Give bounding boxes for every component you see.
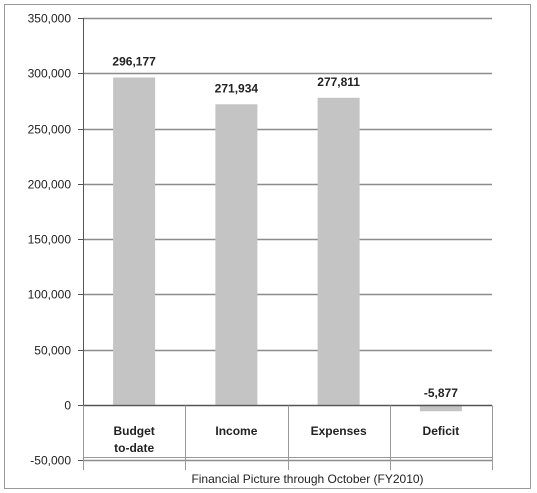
bar bbox=[215, 104, 258, 405]
data-label: -5,877 bbox=[424, 386, 458, 400]
bar bbox=[317, 97, 360, 405]
category-label: Deficit bbox=[423, 424, 460, 438]
y-tick-label: 150,000 bbox=[28, 233, 72, 247]
category-label: Budget bbox=[113, 424, 154, 438]
category-label: Income bbox=[215, 424, 257, 438]
bar bbox=[419, 404, 462, 412]
y-tick-label: 100,000 bbox=[28, 288, 72, 302]
y-tick-label: -50,000 bbox=[30, 454, 71, 468]
category-label: to-date bbox=[114, 441, 154, 455]
data-label: 296,177 bbox=[112, 54, 156, 68]
y-tick-label: 250,000 bbox=[28, 123, 72, 137]
y-tick-label: 350,000 bbox=[28, 12, 72, 26]
y-tick-label: 300,000 bbox=[28, 67, 72, 81]
bars bbox=[113, 77, 462, 412]
y-tick-label: 50,000 bbox=[34, 344, 71, 358]
bar bbox=[113, 77, 156, 405]
data-labels: 296,177 271,934 277,811 -5,877 bbox=[112, 54, 458, 399]
category-table: Budget to-date Income Expenses Deficit bbox=[83, 405, 493, 470]
y-tick-label: 0 bbox=[64, 399, 71, 413]
y-tick-label: 200,000 bbox=[28, 178, 72, 192]
chart-title: Financial Picture through October (FY201… bbox=[191, 472, 423, 486]
data-label: 271,934 bbox=[215, 81, 259, 95]
axes bbox=[78, 18, 492, 470]
y-axis-tick-labels: -50,000 0 50,000 100,000 150,000 200,000 250,0… bbox=[28, 12, 72, 468]
category-label: Expenses bbox=[311, 424, 367, 438]
data-label: 277,811 bbox=[317, 75, 360, 89]
